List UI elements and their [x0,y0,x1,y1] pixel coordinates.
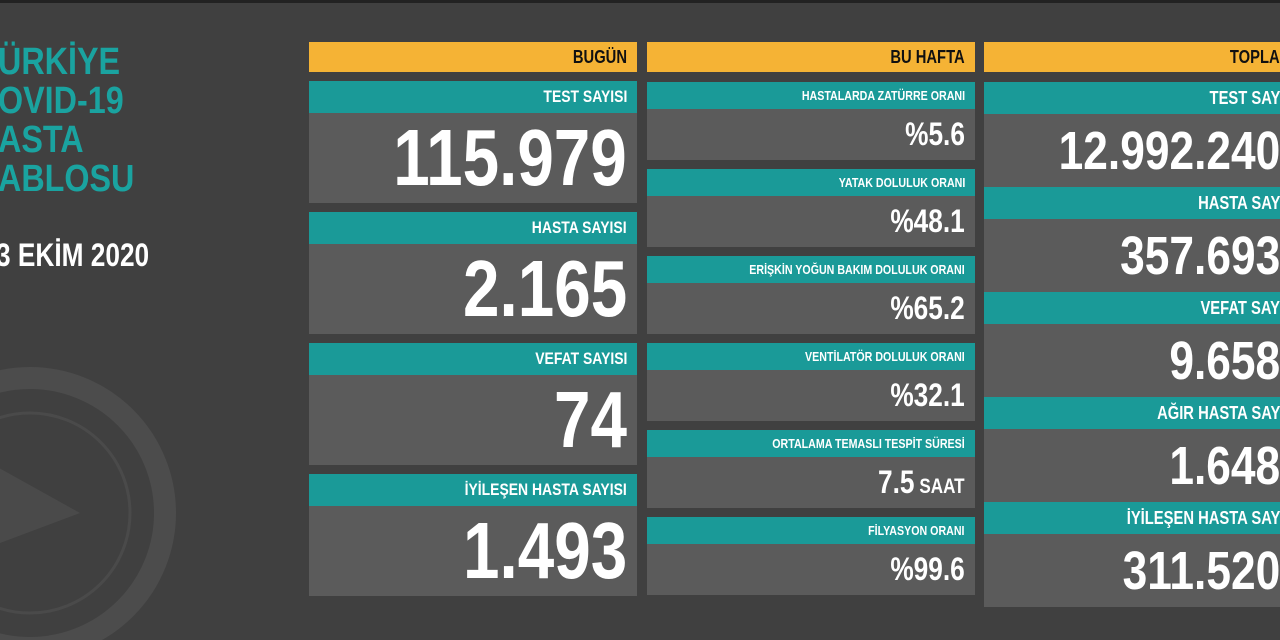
row-label: VENTİLATÖR DOLULUK ORANI [647,343,975,370]
row-value-text: 357.693 [1119,225,1280,286]
row-label: HASTA SAY [984,187,1280,219]
row-label: YATAK DOLULUK ORANI [647,169,975,196]
row-label: İYİLEŞEN HASTA SAYISI [309,474,637,506]
row-label-text: VEFAT SAY [1200,297,1280,318]
title-line: ASTA [0,119,84,161]
row-value: 12.992.240 [984,114,1280,187]
row-value-text: 74 [554,375,627,464]
date-text: 3 EKİM 2020 [0,237,150,273]
row-value-text: %32.1 [890,377,965,413]
row-value: %5.6 [647,109,975,160]
row-value-text: 1.648 [1169,435,1280,496]
row-value-text: %99.6 [890,551,965,587]
column-header: BU HAFTA [647,42,975,72]
row-value-text: 1.493 [462,506,627,595]
row-value-text: %48.1 [890,203,965,239]
emblem [0,367,176,640]
row-value-text: 2.165 [462,244,627,333]
row-label: FİLYASYON ORANI [647,517,975,544]
row-label-text: YATAK DOLULUK ORANI [838,175,965,190]
row-value: 311.520 [984,534,1280,607]
row-label: TEST SAYISI [309,81,637,113]
row-label: HASTA SAYISI [309,212,637,244]
row-label: İYİLEŞEN HASTA SAY [984,502,1280,534]
row-value: 115.979 [309,113,637,203]
row-label: HASTALARDA ZATÜRRE ORANI [647,82,975,109]
row-value-text: 12.992.240 [1058,120,1280,181]
row-value: %48.1 [647,196,975,247]
row-label: ORTALAMA TEMASLI TESPİT SÜRESİ [647,430,975,457]
row-value: 1.493 [309,506,637,596]
row-value: %65.2 [647,283,975,334]
row-label: VEFAT SAYISI [309,343,637,375]
row-label-text: VENTİLATÖR DOLULUK ORANI [805,349,965,364]
row-label-text: ORTALAMA TEMASLI TESPİT SÜRESİ [772,436,965,451]
date: 3 EKİM 2020 [0,237,183,274]
unit: SAAT [919,475,965,498]
row-label: TEST SAY [984,82,1280,114]
title-line: ÜRKİYE [0,41,121,83]
row-label-text: İYİLEŞEN HASTA SAYISI [464,480,627,499]
row-value: 357.693 [984,219,1280,292]
row-value-text: 115.979 [393,113,627,202]
row-label-text: TEST SAYISI [543,87,627,106]
title-line: ABLOSU [0,158,135,200]
row-value: 9.658 [984,324,1280,397]
column-header: BUGÜN [309,42,637,72]
row-label: VEFAT SAY [984,292,1280,324]
row-label-text: HASTA SAYISI [532,218,627,237]
column-header-text: TOPLA [1230,46,1280,67]
row-label-text: VEFAT SAYISI [534,349,627,368]
row-label-text: HASTA SAY [1197,192,1280,213]
row-label-text: HASTALARDA ZATÜRRE ORANI [801,88,965,103]
title: ÜRKİYE OVID-19 ASTA ABLOSU [0,43,158,199]
row-label-text: AĞIR HASTA SAY [1156,402,1280,423]
row-label: ERİŞKİN YOĞUN BAKIM DOLULUK ORANI [647,256,975,283]
row-label-text: ERİŞKİN YOĞUN BAKIM DOLULUK ORANI [749,262,965,277]
column-header-text: BU HAFTA [890,46,965,67]
row-value: %99.6 [647,544,975,595]
row-value: 1.648 [984,429,1280,502]
title-line: OVID-19 [0,80,124,122]
row-value-text: %65.2 [890,290,965,326]
row-value: 7.5 SAAT [647,457,975,508]
column-header-text: BUGÜN [572,46,627,67]
row-label-text: TEST SAY [1209,87,1280,108]
row-label-text: İYİLEŞEN HASTA SAY [1126,507,1280,528]
row-value: %32.1 [647,370,975,421]
column-header: TOPLA [984,42,1280,72]
row-label: AĞIR HASTA SAY [984,397,1280,429]
row-value: 2.165 [309,244,637,334]
row-value: 74 [309,375,637,465]
row-label-text: FİLYASYON ORANI [868,523,965,538]
row-value-text: 9.658 [1169,330,1280,391]
row-value-text: %5.6 [905,116,965,152]
row-value-text: 7.5 SAAT [878,464,965,500]
row-value-text: 311.520 [1122,540,1280,601]
